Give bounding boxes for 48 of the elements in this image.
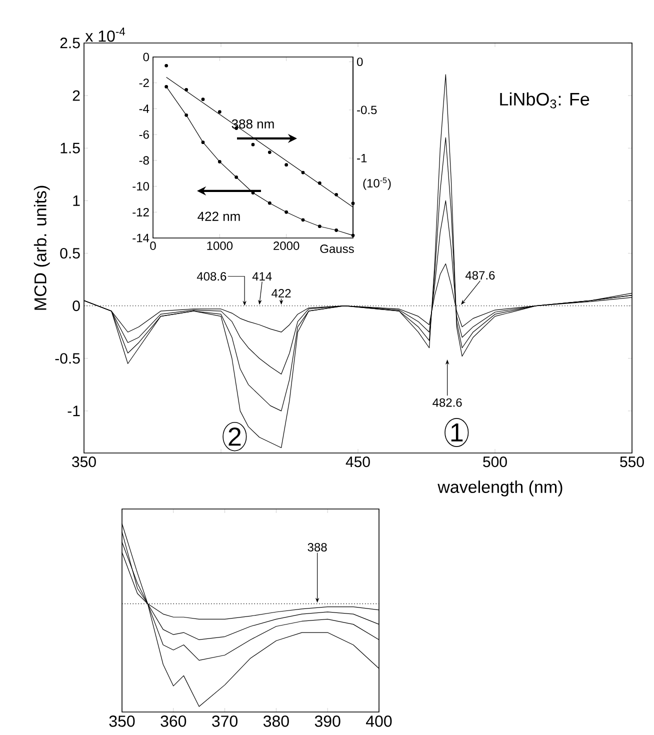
x-tick-label: 500: [483, 456, 507, 468]
annotation: 1: [451, 424, 463, 442]
x-tick-label: 370: [212, 716, 238, 727]
x-axis-title: Gauss: [320, 244, 354, 254]
y-tick-label: -6: [139, 130, 149, 139]
annotation: 414: [252, 272, 272, 281]
annotation: 487.6: [465, 271, 495, 280]
x-tick-label: 380: [263, 716, 289, 727]
text: x 10$^{-4}$: [85, 28, 126, 42]
y2-axis-title: (10$^{-5}$): [363, 178, 391, 190]
annotation: 388: [308, 543, 327, 552]
x-tick-label: 390: [314, 716, 340, 727]
x-tick-label: 450: [346, 456, 370, 468]
y-tick-label: 2.5: [60, 38, 80, 48]
annotation: 482.6: [432, 398, 462, 407]
y2-tick-label: -1: [357, 154, 367, 162]
x-tick-label: 0: [150, 242, 156, 250]
y-tick-label: 0: [72, 300, 80, 312]
x-tick-label: 350: [72, 456, 96, 468]
y-tick-label: 0: [143, 52, 150, 62]
x-tick-label: 360: [160, 716, 186, 727]
y-axis-title: MCD (arb. units): [34, 186, 50, 310]
annotation: 422: [272, 289, 291, 298]
x-tick-label: 400: [366, 716, 392, 727]
y-tick-label: -4: [139, 104, 150, 113]
y-tick-label: -1: [68, 406, 80, 416]
y-tick-label: -0.5: [55, 353, 80, 364]
y-tick-label: -2: [139, 78, 149, 88]
x-tick-label: 550: [620, 456, 644, 468]
x-axis-title: wavelength (nm): [438, 480, 562, 496]
annotation: 388 nm: [232, 119, 274, 129]
annotation: 422 nm: [198, 212, 240, 221]
y-tick-label: -10: [132, 182, 150, 191]
x-tick-label: 1000: [207, 242, 233, 250]
annotation: LiNbO$_{3}$: Fe: [500, 92, 590, 108]
x-tick-label: 2000: [274, 242, 300, 250]
annotation: 2: [228, 428, 241, 446]
y-tick-label: -12: [132, 208, 149, 216]
y2-tick-label: 0: [357, 58, 363, 66]
y-tick-label: 2: [72, 90, 80, 101]
y-tick-label: -14: [132, 234, 150, 242]
y-tick-label: 1.5: [60, 142, 80, 154]
y-tick-label: -8: [139, 156, 149, 165]
annotation: 408.6: [196, 272, 226, 281]
y2-tick-label: -0.5: [357, 106, 377, 114]
y-tick-label: 0.5: [60, 248, 80, 259]
y-tick-label: 1: [73, 196, 80, 206]
x-tick-label: 350: [109, 716, 135, 727]
